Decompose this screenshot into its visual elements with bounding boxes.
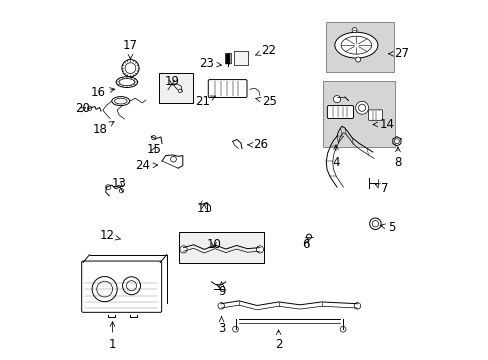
Circle shape (97, 281, 112, 297)
FancyBboxPatch shape (368, 110, 382, 120)
Text: 23: 23 (199, 57, 221, 70)
Circle shape (355, 57, 360, 62)
FancyBboxPatch shape (326, 105, 353, 118)
Bar (224, 53, 230, 63)
Circle shape (87, 106, 92, 111)
Circle shape (306, 234, 311, 239)
Text: 1: 1 (108, 322, 116, 351)
Ellipse shape (114, 98, 127, 104)
Circle shape (340, 326, 346, 332)
Circle shape (122, 59, 139, 77)
Circle shape (178, 89, 182, 93)
Text: 6: 6 (302, 238, 309, 251)
Text: 26: 26 (247, 138, 268, 151)
Text: 14: 14 (372, 118, 394, 131)
Circle shape (371, 221, 378, 227)
Circle shape (333, 95, 340, 103)
Circle shape (125, 63, 136, 73)
Ellipse shape (119, 78, 135, 86)
Text: 21: 21 (195, 95, 215, 108)
Text: 3: 3 (218, 317, 225, 335)
Text: 27: 27 (388, 47, 408, 60)
Ellipse shape (112, 96, 129, 105)
Text: 13: 13 (111, 177, 126, 190)
Text: 25: 25 (255, 95, 276, 108)
Circle shape (355, 101, 368, 114)
Text: 20: 20 (75, 103, 90, 116)
Text: 11: 11 (196, 202, 211, 215)
Text: 16: 16 (90, 86, 115, 99)
Text: 19: 19 (164, 75, 179, 88)
Circle shape (256, 246, 263, 253)
Circle shape (232, 326, 238, 332)
Text: 4: 4 (331, 145, 339, 169)
Text: 9: 9 (217, 282, 225, 298)
Text: 18: 18 (92, 122, 114, 136)
Circle shape (151, 135, 156, 140)
Circle shape (119, 189, 123, 193)
Circle shape (126, 281, 136, 291)
Circle shape (92, 276, 117, 302)
Bar (234, 51, 248, 65)
Ellipse shape (341, 36, 371, 54)
Circle shape (180, 246, 187, 253)
Text: 10: 10 (206, 238, 221, 251)
Text: 8: 8 (393, 147, 401, 169)
FancyBboxPatch shape (208, 80, 246, 98)
Bar (323, 81, 394, 147)
Ellipse shape (334, 32, 377, 58)
Circle shape (105, 185, 110, 190)
Text: 2: 2 (274, 330, 282, 351)
Circle shape (394, 139, 399, 144)
Text: 5: 5 (380, 221, 394, 234)
Text: 22: 22 (255, 44, 275, 57)
Bar (179, 232, 264, 263)
Text: 17: 17 (122, 39, 138, 59)
Circle shape (358, 104, 365, 111)
Circle shape (218, 303, 224, 309)
Circle shape (353, 303, 360, 309)
Ellipse shape (116, 77, 137, 87)
Text: 24: 24 (135, 159, 157, 172)
Bar (325, 22, 394, 72)
Text: 15: 15 (146, 143, 161, 156)
Circle shape (369, 218, 380, 229)
Circle shape (351, 28, 356, 33)
Circle shape (122, 277, 140, 295)
Text: 12: 12 (100, 229, 120, 242)
Circle shape (170, 156, 176, 162)
Text: 7: 7 (374, 182, 388, 195)
Bar (159, 73, 192, 103)
FancyBboxPatch shape (81, 261, 162, 312)
